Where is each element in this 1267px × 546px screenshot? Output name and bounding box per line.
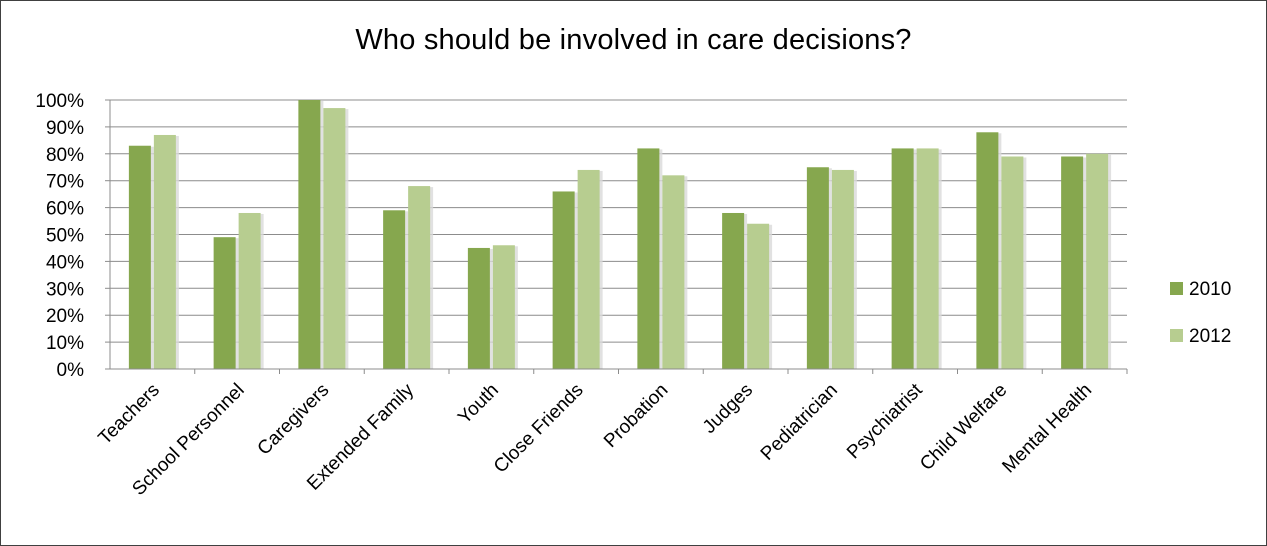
legend-swatch-2010 [1170, 282, 1183, 295]
bar-2010-extended-family [383, 210, 406, 369]
legend: 2010 2012 [1170, 279, 1231, 347]
x-tick-label: Youth [454, 380, 503, 429]
legend-label-2010: 2010 [1189, 279, 1231, 300]
bar-2010-pediatrician [806, 167, 829, 369]
bar-2012-pediatrician [831, 169, 854, 369]
y-tick-label: 40% [46, 252, 84, 273]
bar-2012-caregivers [323, 108, 346, 369]
y-axis: 0% 10% 20% 30% 40% 50% 60% 70% 80% 90% 100% [35, 91, 111, 381]
x-tick-label: Judges [699, 380, 757, 438]
bar-2012-judges [747, 223, 770, 369]
bar-2010-child-welfare [976, 132, 999, 369]
bar-2012-mental-health [1086, 153, 1109, 369]
y-tick-label: 80% [46, 145, 84, 166]
chart-title: Who should be involved in care decisions… [355, 24, 912, 56]
gridlines [110, 99, 1127, 370]
y-tick-label: 0% [57, 360, 85, 381]
x-tick-label: Caregivers [254, 380, 334, 460]
y-tick-label: 60% [46, 199, 84, 220]
y-tick-label: 90% [46, 118, 84, 139]
x-tick-label: Teachers [95, 380, 164, 449]
bar-2010-judges [722, 212, 745, 369]
x-tick-label: Child Welfare [916, 380, 1011, 475]
legend-label-2012: 2012 [1189, 326, 1231, 347]
bar-2012-school-personnel [238, 212, 261, 369]
bar-2010-youth [467, 247, 490, 369]
x-tick-label: Psychiatrist [843, 379, 927, 463]
y-tick-label: 20% [46, 306, 84, 327]
y-tick-label: 50% [46, 226, 84, 247]
bar-2010-probation [637, 148, 660, 369]
bar-2010-school-personnel [213, 237, 236, 369]
bar-2010-close-friends [552, 191, 575, 369]
bar-2010-psychiatrist [891, 148, 914, 369]
x-tick-label: Close Friends [490, 380, 588, 478]
x-tick-label: Probation [600, 380, 672, 452]
y-tick-label: 30% [46, 279, 84, 300]
y-tick-label: 100% [35, 91, 84, 112]
bar-2012-close-friends [577, 169, 600, 369]
legend-swatch-2012 [1170, 329, 1183, 342]
bar-2012-psychiatrist [916, 148, 939, 369]
bar-2010-teachers [128, 145, 151, 369]
bar-2012-youth [492, 245, 515, 369]
bar-2012-probation [662, 175, 685, 369]
x-tick-label: Mental Health [998, 380, 1096, 478]
y-tick-label: 70% [46, 172, 84, 193]
bars [128, 100, 1112, 369]
bar-2012-extended-family [408, 186, 431, 369]
y-tick-label: 10% [46, 333, 84, 354]
bar-2012-child-welfare [1001, 156, 1024, 369]
bar-2010-caregivers [298, 100, 321, 369]
bar-2012-teachers [153, 134, 176, 369]
bar-2010-mental-health [1061, 156, 1084, 369]
x-tick-label: Pediatrician [757, 380, 842, 465]
